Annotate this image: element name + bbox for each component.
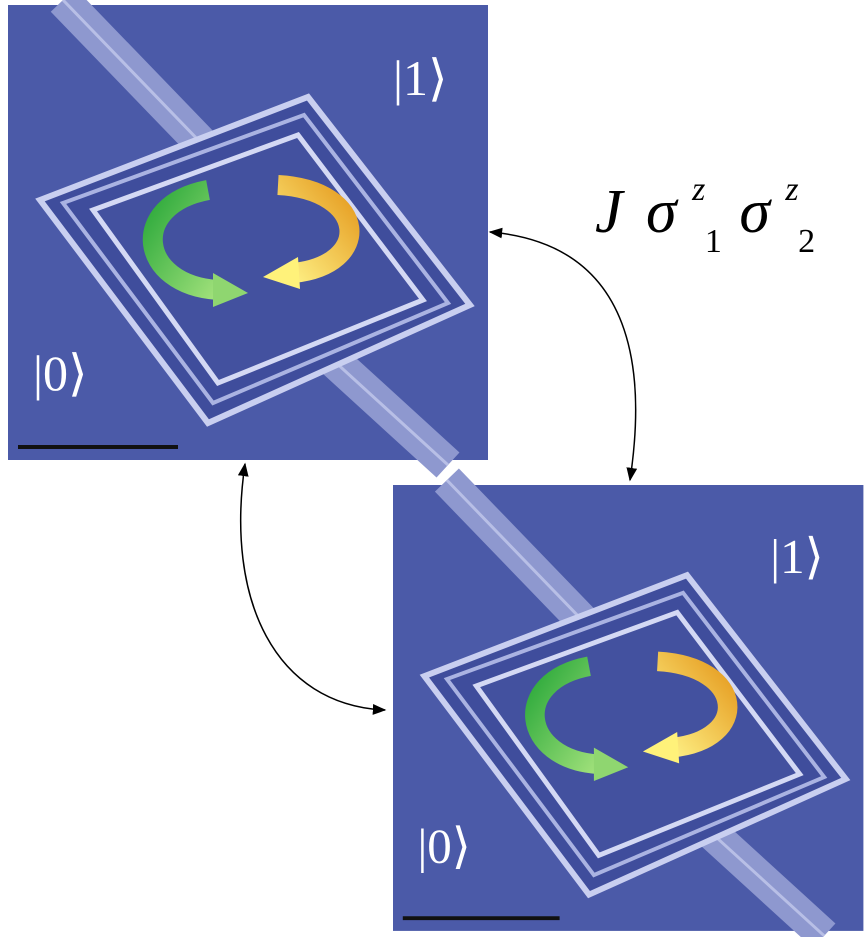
coupling-formula: J σ z 1 σ z 2: [595, 146, 815, 266]
operator-base: σ: [739, 178, 772, 246]
operator-sup: z: [691, 171, 705, 208]
state-label: |1⟩: [770, 529, 823, 584]
operator-base: σ: [646, 178, 679, 246]
operator-sup: z: [784, 171, 798, 208]
state-label: |0⟩: [33, 345, 88, 401]
coupling-symbol: J: [595, 178, 625, 246]
coupling-arrow: [490, 232, 636, 480]
qubit-panel: |1⟩ |0⟩: [8, 0, 488, 465]
qubit-panel: |1⟩ |0⟩: [393, 480, 863, 936]
coupling-arrow: [241, 464, 385, 710]
diagram: |1⟩ |0⟩ |1⟩ |0⟩ J σ z 1 σ z 2: [0, 0, 865, 937]
operator-sub: 1: [705, 223, 722, 260]
state-label: |0⟩: [418, 818, 471, 873]
state-label: |1⟩: [393, 50, 448, 106]
operator-sub: 2: [798, 223, 815, 260]
